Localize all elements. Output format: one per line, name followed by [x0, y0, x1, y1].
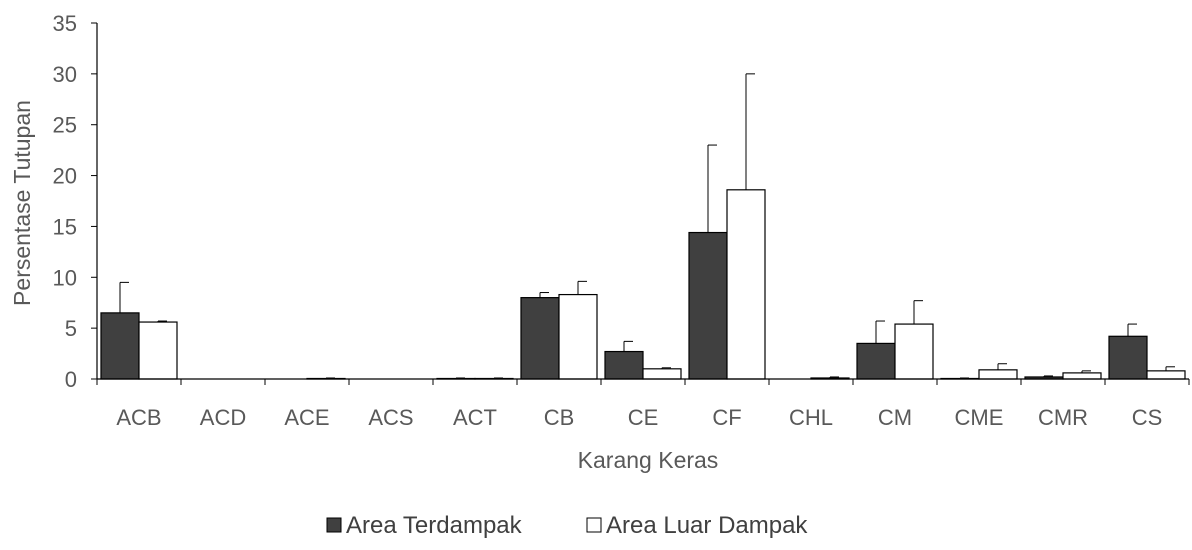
legend-label-area-terdampak: Area Terdampak: [346, 512, 523, 539]
bar-area-luar-dampak-cb: [558, 293, 598, 380]
bar-area-terdampak-ce: [604, 350, 644, 380]
y-tick-label: 30: [53, 62, 77, 87]
x-tick-label-ace: ACE: [284, 405, 329, 430]
legend: Area Terdampak Area Luar Dampak: [326, 512, 808, 539]
y-tick-label: 35: [53, 11, 77, 36]
axes: [96, 23, 1189, 380]
x-tick-label-chl: CHL: [789, 405, 833, 430]
legend-label-area-luar-dampak: Area Luar Dampak: [606, 512, 808, 539]
x-tick-label-act: ACT: [453, 405, 497, 430]
bar-area-terdampak-cf: [688, 231, 728, 380]
x-tick-label-acs: ACS: [368, 405, 413, 430]
bar-area-terdampak-cb: [520, 297, 560, 380]
x-tick-label-cs: CS: [1132, 405, 1163, 430]
x-tick-label-cb: CB: [544, 405, 575, 430]
y-tick-label: 25: [53, 113, 77, 138]
x-axis-title: Karang Keras: [578, 447, 719, 473]
y-tick-label: 0: [65, 367, 77, 392]
x-tick-label-cm: CM: [878, 405, 912, 430]
y-tick-label: 10: [53, 265, 77, 290]
x-tick-label-acd: ACD: [200, 405, 246, 430]
y-tick-label: 15: [53, 214, 77, 239]
bar-area-terdampak-cs: [1108, 335, 1148, 380]
bar-area-luar-dampak-cme: [978, 369, 1018, 380]
y-axis-ticks: 0 5 10 15 20 25 30 35: [53, 11, 97, 392]
x-tick-label-cme: CME: [955, 405, 1004, 430]
x-tick-label-cf: CF: [712, 405, 741, 430]
bar-area-terdampak-cm: [856, 342, 896, 380]
bar-area-terdampak-acb: [100, 312, 140, 380]
bar-area-luar-dampak-cs: [1146, 370, 1186, 380]
y-tick-label: 20: [53, 164, 77, 189]
bar-area-luar-dampak-acb: [138, 321, 178, 380]
bar-area-luar-dampak-cmr: [1062, 372, 1102, 380]
x-axis-ticks: ACB ACD ACE ACS ACT CB CE CF CHL CM CME CMR CS: [96, 379, 1190, 430]
legend-swatch-area-terdampak: [326, 517, 342, 533]
bars: [100, 189, 1186, 380]
y-axis-title: Persentase Tutupan: [9, 100, 35, 306]
error-bars: [119, 73, 1175, 379]
bar-area-luar-dampak-ce: [642, 368, 682, 380]
x-tick-label-acb: ACB: [116, 405, 161, 430]
x-tick-label-ce: CE: [628, 405, 659, 430]
bar-area-luar-dampak-cm: [894, 323, 934, 380]
bar-area-luar-dampak-cf: [726, 189, 766, 380]
y-tick-label: 5: [65, 316, 77, 341]
legend-swatch-area-luar-dampak: [586, 517, 602, 533]
x-tick-label-cmr: CMR: [1038, 405, 1088, 430]
